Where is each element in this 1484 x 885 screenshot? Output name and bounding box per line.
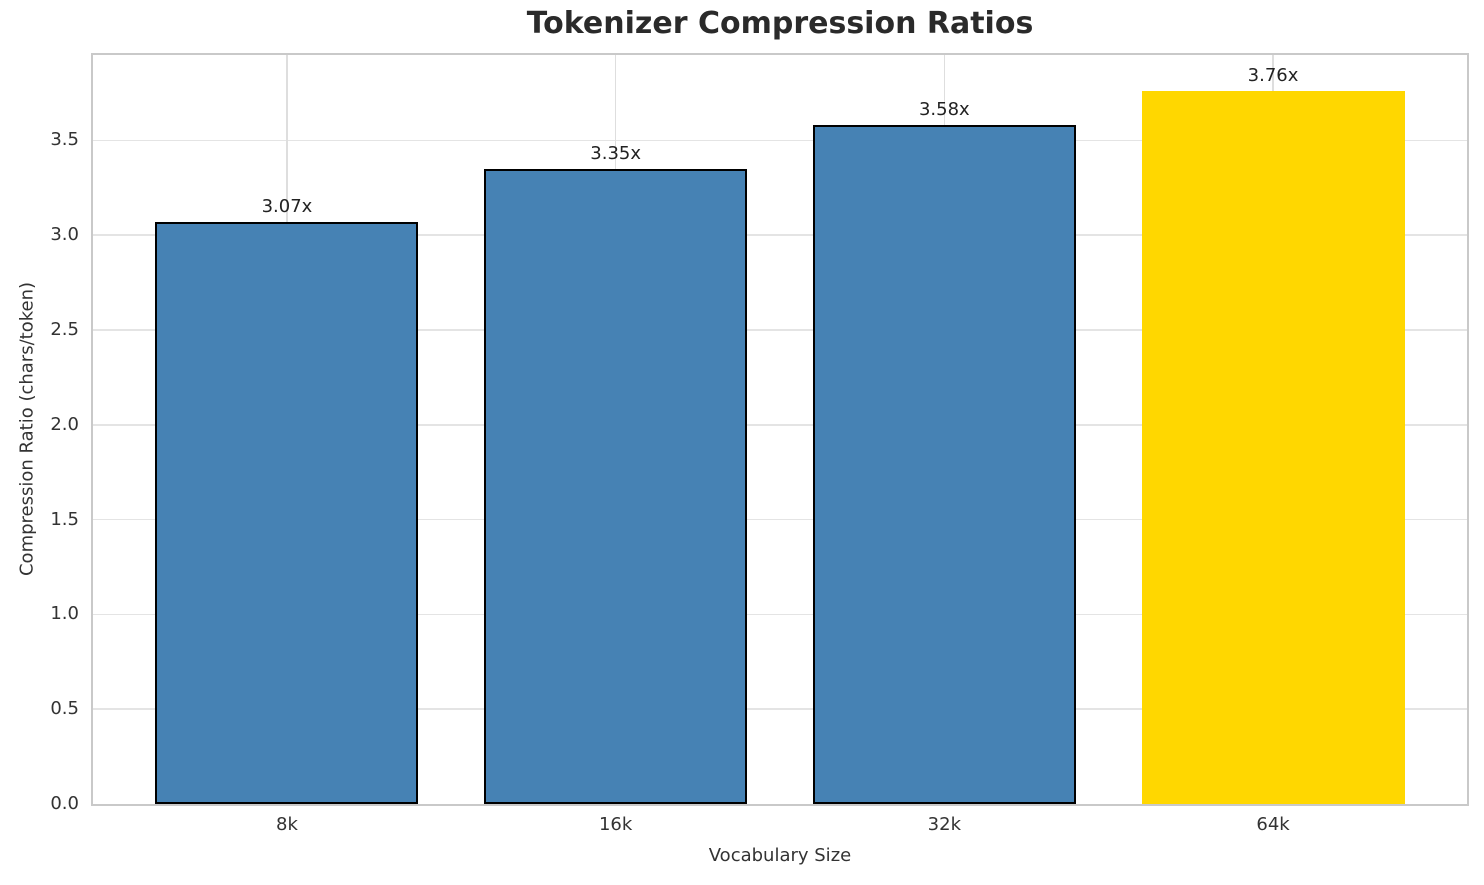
y-tick-label: 0.0 bbox=[50, 793, 79, 814]
y-gridline bbox=[93, 518, 1467, 521]
bar-16k bbox=[484, 168, 748, 804]
y-gridline bbox=[93, 139, 1467, 142]
y-gridline bbox=[93, 613, 1467, 616]
bar-value-label: 3.35x bbox=[590, 142, 642, 164]
y-gridline bbox=[93, 329, 1467, 331]
x-axis-label: Vocabulary Size bbox=[708, 845, 852, 866]
x-tick-label: 32k bbox=[927, 814, 962, 835]
bar-32k bbox=[812, 125, 1076, 804]
plot-area bbox=[91, 53, 1469, 806]
x-tick-label: 8k bbox=[275, 814, 298, 835]
x-tick-label: 16k bbox=[598, 814, 633, 835]
bar-value-label: 3.58x bbox=[918, 99, 970, 121]
chart-title: Tokenizer Compression Ratios bbox=[526, 6, 1034, 41]
y-tick-label: 1.0 bbox=[50, 603, 79, 625]
bar-8k bbox=[155, 221, 419, 804]
y-gridline bbox=[93, 234, 1467, 236]
y-tick-label: 3.5 bbox=[50, 129, 79, 151]
bar-64k bbox=[1141, 91, 1405, 804]
y-tick-label: 3.0 bbox=[50, 224, 79, 246]
y-gridline bbox=[93, 708, 1467, 710]
bar-value-label: 3.76x bbox=[1247, 65, 1299, 87]
y-tick-label: 0.5 bbox=[50, 698, 79, 720]
y-tick-label: 2.0 bbox=[50, 413, 79, 435]
bar-value-label: 3.07x bbox=[261, 195, 313, 217]
x-tick-label: 64k bbox=[1256, 814, 1290, 835]
y-tick-label: 1.5 bbox=[50, 508, 79, 530]
y-tick-label: 2.5 bbox=[50, 318, 79, 340]
y-gridline bbox=[93, 424, 1467, 426]
